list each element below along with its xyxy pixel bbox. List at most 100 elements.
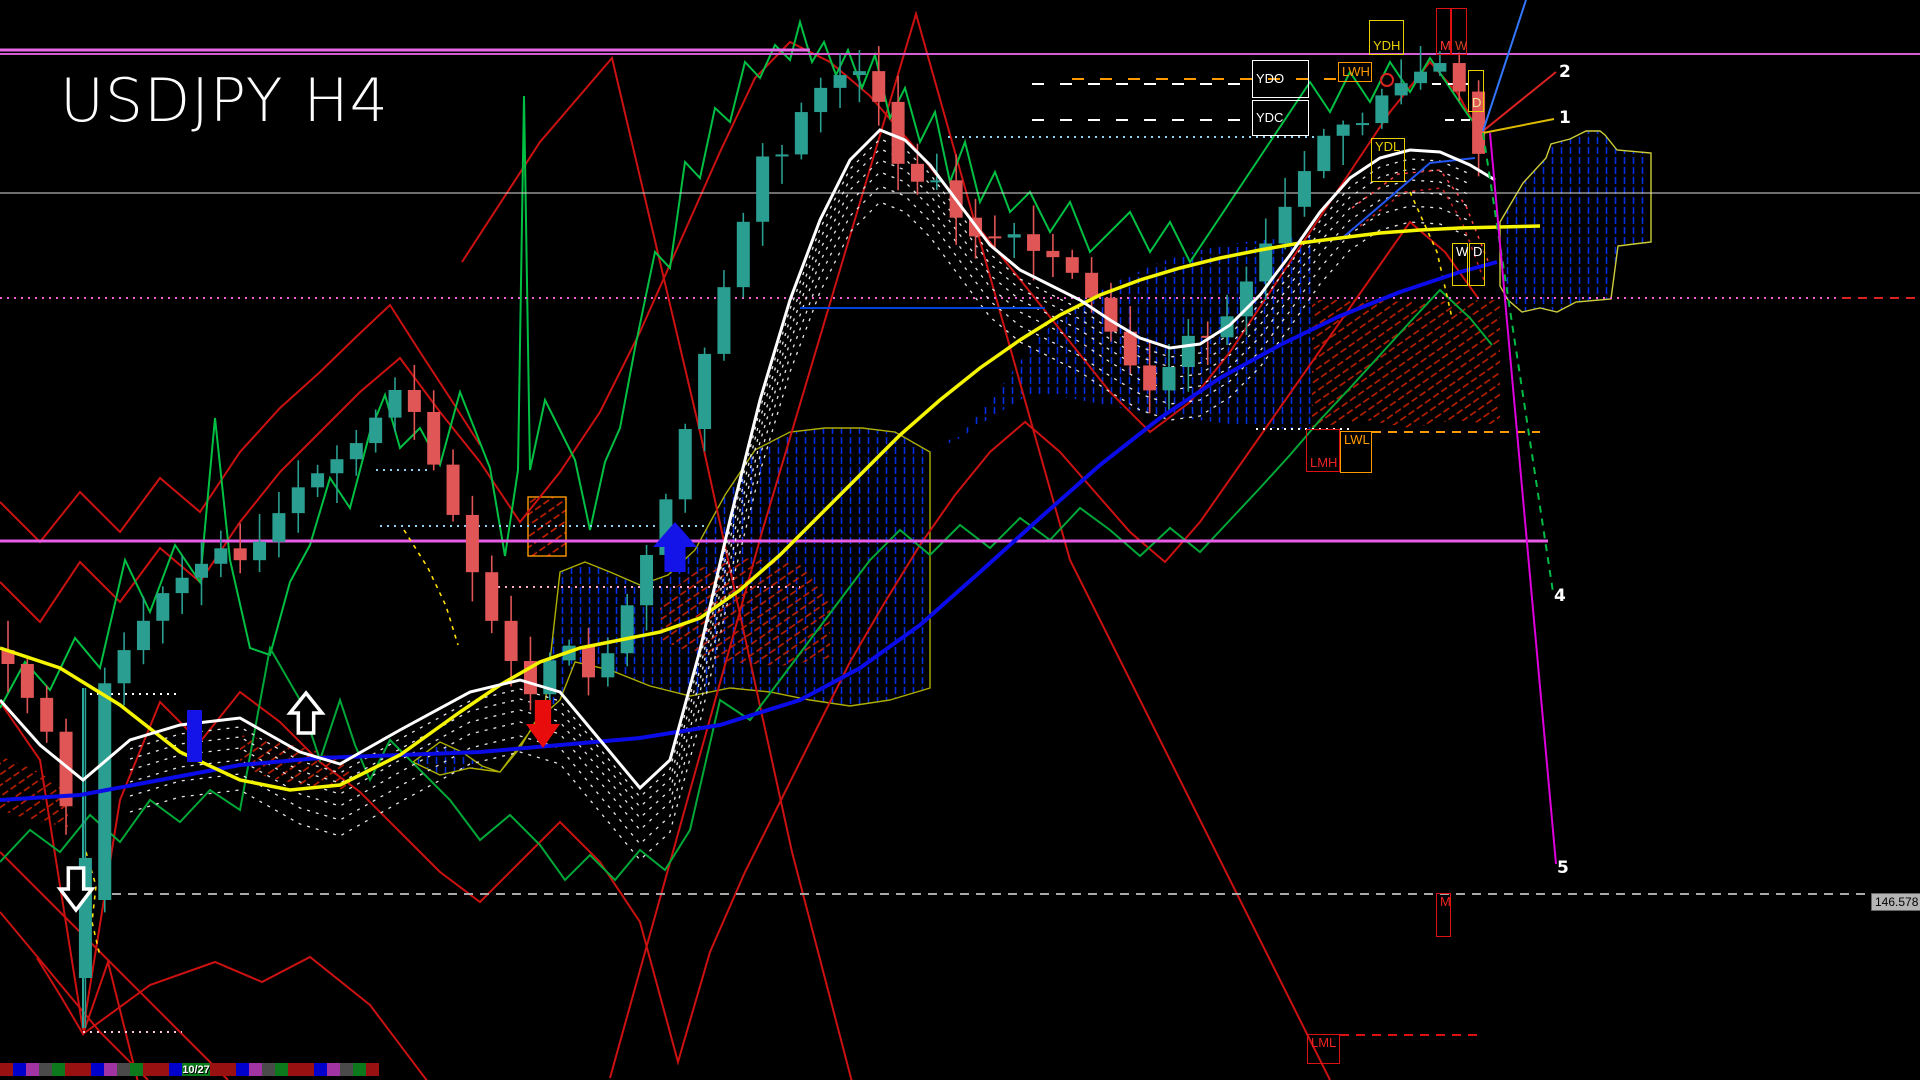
level-box-lwl[interactable]: LWL bbox=[1340, 431, 1372, 473]
session-block bbox=[143, 1063, 156, 1076]
candle-bear bbox=[485, 572, 499, 621]
level-box-lmh[interactable]: LMH bbox=[1306, 429, 1340, 472]
candle-bull bbox=[814, 87, 828, 113]
candle-bear bbox=[891, 101, 905, 164]
candle-bear bbox=[1104, 297, 1118, 332]
cloud-red-edge bbox=[0, 756, 68, 827]
blue-up-arrow[interactable] bbox=[653, 522, 697, 572]
candle-bull bbox=[833, 75, 847, 88]
candle-bull bbox=[311, 473, 325, 488]
level-box-ydc[interactable]: YDC bbox=[1252, 100, 1309, 136]
session-block bbox=[65, 1063, 78, 1076]
candle-bear bbox=[59, 731, 73, 807]
red-envelope-7 bbox=[0, 911, 149, 1080]
candle-bull bbox=[930, 180, 944, 183]
level-box-m-bottom[interactable]: M bbox=[1436, 893, 1451, 937]
red-envelope-3 bbox=[461, 55, 853, 1080]
envelope-layer bbox=[0, 10, 1493, 1080]
level-box-d-mid[interactable]: D bbox=[1469, 243, 1485, 286]
candle-bear bbox=[233, 548, 247, 561]
candle-bull bbox=[214, 548, 228, 564]
candle-bull bbox=[175, 577, 189, 594]
candle-bear bbox=[1027, 234, 1041, 251]
session-block bbox=[262, 1063, 275, 1076]
candle-bear bbox=[1201, 335, 1215, 338]
blue-rect-marker[interactable] bbox=[187, 710, 202, 762]
red-circle-marker[interactable] bbox=[1380, 73, 1394, 87]
candle-bear bbox=[446, 464, 460, 515]
level-box-lwh[interactable]: LWH bbox=[1338, 62, 1372, 82]
session-block bbox=[52, 1063, 65, 1076]
level-box-ydl[interactable]: YDL bbox=[1371, 138, 1405, 182]
candle-bull bbox=[349, 443, 363, 460]
candle-bear bbox=[407, 390, 421, 412]
white-down-arrow[interactable] bbox=[56, 866, 96, 913]
session-block bbox=[210, 1063, 223, 1076]
ribbon-line-3 bbox=[129, 171, 1471, 831]
red-envelope-6 bbox=[0, 851, 229, 1080]
red-envelope-1 bbox=[0, 220, 1479, 1066]
candle-bull bbox=[1297, 171, 1311, 207]
level-box-ydo[interactable]: YDO bbox=[1252, 60, 1309, 98]
session-date-label: 10/27 bbox=[182, 1063, 210, 1076]
green-lower-envelope bbox=[0, 288, 1493, 882]
candle-bear bbox=[427, 411, 441, 465]
session-block bbox=[104, 1063, 117, 1076]
candle-bear bbox=[40, 697, 54, 732]
red-down-arrow[interactable] bbox=[526, 700, 560, 748]
session-block bbox=[353, 1063, 366, 1076]
candle-bear bbox=[1123, 331, 1137, 366]
candle-bear bbox=[872, 71, 886, 102]
candle-bear bbox=[1452, 63, 1466, 92]
cloud-blue-mid bbox=[930, 236, 1312, 452]
fan-red-2 bbox=[1482, 71, 1557, 132]
fan-label-5: 5 bbox=[1557, 858, 1569, 878]
candle-bear bbox=[1472, 91, 1486, 154]
candle-bull bbox=[640, 554, 654, 606]
candle-bull bbox=[775, 154, 789, 157]
candle-bull bbox=[678, 429, 692, 500]
candle-bull bbox=[1162, 367, 1176, 391]
fan-yellow-1 bbox=[1482, 118, 1555, 134]
candle-bear bbox=[1065, 257, 1079, 273]
candle-bull bbox=[1317, 135, 1331, 172]
candle-bull bbox=[253, 541, 267, 561]
level-box-d-top[interactable]: D bbox=[1468, 70, 1484, 112]
session-block bbox=[78, 1063, 91, 1076]
cloud-layer bbox=[0, 130, 1652, 827]
fan-label-1: 1 bbox=[1559, 108, 1571, 128]
session-block bbox=[130, 1063, 143, 1076]
session-block bbox=[117, 1063, 130, 1076]
candle-bull bbox=[388, 390, 402, 418]
candle-bull bbox=[1356, 123, 1369, 126]
candle-bull bbox=[1181, 335, 1195, 367]
candle-bull bbox=[601, 653, 615, 678]
cloud-blue-right bbox=[1499, 130, 1652, 313]
white-up-arrow[interactable] bbox=[286, 690, 326, 735]
candle-bull bbox=[117, 650, 131, 684]
candle-bull bbox=[756, 156, 770, 222]
session-indicator-strip: 10/27 bbox=[0, 1063, 379, 1076]
candles-layer bbox=[1, 46, 1486, 1028]
candle-bull bbox=[291, 487, 305, 514]
accent-snippet-4 bbox=[1359, 187, 1485, 281]
candle-bull bbox=[1433, 63, 1447, 72]
fan-blue-up bbox=[1482, 0, 1527, 132]
level-box-w-mid[interactable]: W bbox=[1452, 243, 1468, 286]
level-box-m-top[interactable]: M bbox=[1436, 8, 1451, 55]
cloud-red-right bbox=[1312, 300, 1500, 428]
ribbon-line-2 bbox=[129, 159, 1471, 819]
symbol-timeframe-title: USDJPY H4 bbox=[60, 66, 389, 136]
candle-bull bbox=[698, 353, 712, 429]
level-box-w-top[interactable]: W bbox=[1451, 8, 1467, 55]
level-box-lml[interactable]: LML bbox=[1307, 1034, 1340, 1064]
candle-bear bbox=[20, 664, 34, 698]
level-box-ydh[interactable]: YDH bbox=[1369, 20, 1404, 55]
candle-bull bbox=[1007, 234, 1021, 238]
yellow-mid-ma bbox=[0, 224, 1541, 792]
ribbon-line-4 bbox=[129, 185, 1471, 845]
ribbon-layer bbox=[85, 138, 1491, 957]
red-envelope-8 bbox=[0, 303, 481, 544]
